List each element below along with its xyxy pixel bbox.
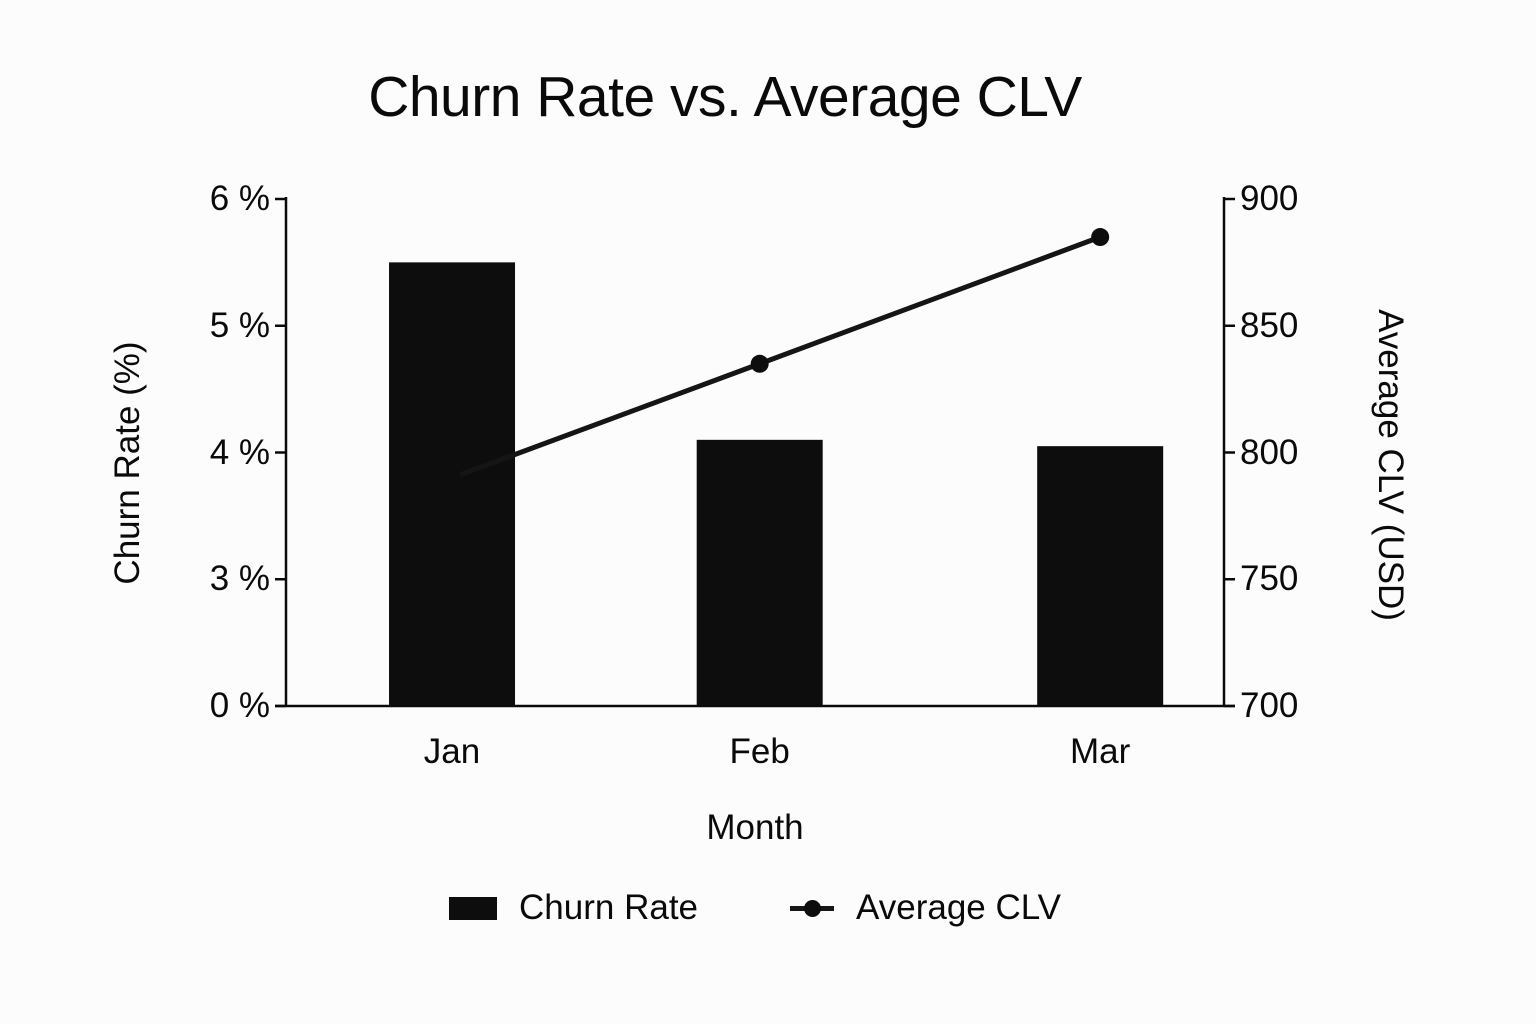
right-axis-tick-label: 750 xyxy=(1240,559,1299,599)
x-tick-label-jan: Jan xyxy=(423,732,481,771)
clv-point-mar xyxy=(1091,228,1110,247)
legend-label-average-clv: Average CLV xyxy=(856,888,1061,927)
bar-swatch-icon xyxy=(449,896,498,920)
left-axis-tick-label: 6 % xyxy=(209,179,270,218)
right-axis-tick-label: 850 xyxy=(1240,305,1299,345)
left-axis-tick-label: 4 % xyxy=(209,432,270,472)
right-axis-tick-label: 900 xyxy=(1240,179,1299,218)
legend-item-average-clv: Average CLV xyxy=(790,888,1061,928)
left-axis-tick-label: 3 % xyxy=(209,559,270,599)
bar-feb xyxy=(696,439,823,706)
x-tick-label-feb: Feb xyxy=(729,732,790,771)
clv-point-feb xyxy=(750,354,769,373)
line-marker-icon xyxy=(790,899,835,917)
bar-mar xyxy=(1037,446,1164,706)
clv-point-jan xyxy=(443,468,462,487)
legend: Churn Rate Average CLV xyxy=(286,888,1224,928)
left-axis-tick-label: 0 % xyxy=(209,686,270,725)
right-axis-tick-label: 800 xyxy=(1240,432,1299,472)
legend-item-churn-rate: Churn Rate xyxy=(449,888,698,928)
right-axis-tick-label: 700 xyxy=(1240,686,1299,725)
legend-label-churn-rate: Churn Rate xyxy=(519,888,699,927)
left-axis-tick-label: 5 % xyxy=(209,305,270,345)
point-dot-icon xyxy=(803,899,821,917)
x-tick-label-mar: Mar xyxy=(1070,732,1131,771)
x-axis-title: Month xyxy=(706,808,804,847)
chart-title: Churn Rate vs. Average CLV xyxy=(368,65,1082,129)
